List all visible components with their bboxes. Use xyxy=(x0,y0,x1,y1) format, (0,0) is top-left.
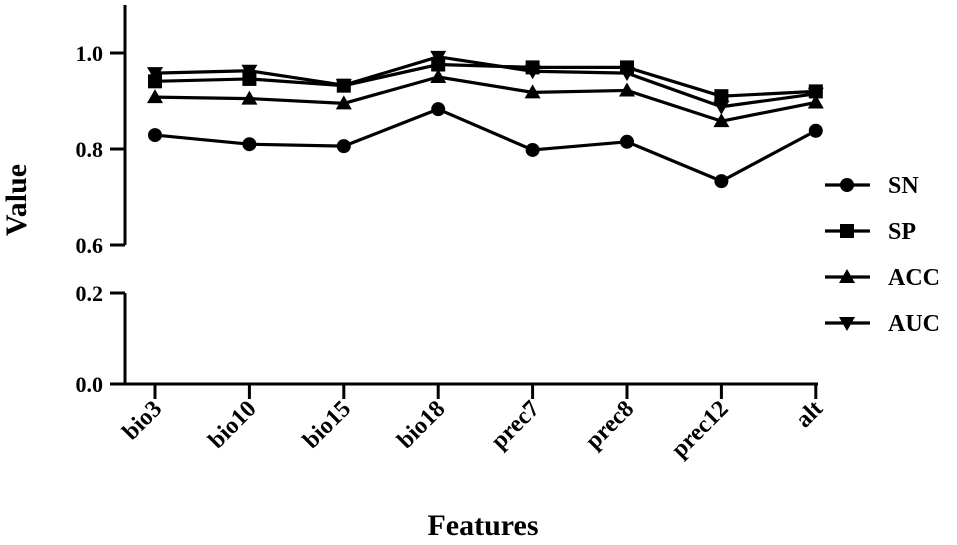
data-point-auc xyxy=(335,79,352,94)
series-line-acc xyxy=(154,75,817,123)
legend: SN SP ACC AUC xyxy=(825,173,940,337)
data-point-sp xyxy=(242,71,257,86)
x-tick-label: alt xyxy=(791,396,828,433)
data-point-acc xyxy=(430,69,447,83)
series-line-sn xyxy=(154,107,817,183)
y-tick-label-0.2: 0.2 xyxy=(76,281,104,306)
data-point-sn xyxy=(148,128,162,143)
y-ticks: 0.0 0.2 0.6 0.8 1.0 xyxy=(76,41,125,397)
y-tick-label-0.0: 0.0 xyxy=(76,372,104,397)
data-point-auc xyxy=(524,65,541,80)
x-ticks: bio3 bio10 bio15 bio18 prec7 prec8 prec12 alt xyxy=(118,384,828,463)
x-tick-label: bio10 xyxy=(204,396,262,454)
data-point-auc xyxy=(807,87,824,102)
series-line-sp xyxy=(154,62,816,98)
y-tick-label-0.6: 0.6 xyxy=(76,233,104,258)
data-point-sp xyxy=(148,74,162,89)
x-tick-label: bio3 xyxy=(118,396,168,446)
x-tick-label: prec8 xyxy=(581,396,640,455)
data-point-sn xyxy=(431,102,446,117)
data-point-sn xyxy=(525,142,540,157)
y-tick-label-1.0: 1.0 xyxy=(76,41,104,66)
x-tick-label: bio18 xyxy=(392,396,450,454)
data-point-auc xyxy=(619,67,635,82)
data-point-acc xyxy=(335,95,352,110)
data-point-sn xyxy=(808,123,823,138)
data-point-sp xyxy=(714,89,729,104)
y-tick-label-0.8: 0.8 xyxy=(76,137,104,162)
legend-label-sp: SP xyxy=(888,219,916,245)
data-point-acc xyxy=(524,84,541,99)
legend-label-auc: AUC xyxy=(888,311,940,337)
legend-label-acc: ACC xyxy=(888,265,940,291)
legend-marker-acc xyxy=(839,269,855,283)
x-axis-title: Features xyxy=(427,509,538,542)
x-tick-label: prec7 xyxy=(486,396,545,455)
x-tick-label: bio15 xyxy=(298,396,356,454)
series-group xyxy=(147,50,824,189)
legend-marker-sp xyxy=(840,224,854,238)
data-point-sn xyxy=(242,137,257,152)
data-point-auc xyxy=(241,64,258,79)
data-point-sn xyxy=(620,134,634,149)
legend-marker-sn xyxy=(840,178,854,192)
data-point-sn xyxy=(714,174,729,189)
data-point-acc xyxy=(147,89,163,104)
series-line-auc xyxy=(154,55,817,109)
data-point-acc xyxy=(619,82,635,97)
y-axis-title: Value xyxy=(0,164,33,236)
data-point-acc xyxy=(713,113,730,128)
data-point-auc xyxy=(430,50,447,65)
data-point-auc xyxy=(147,67,163,82)
data-point-acc xyxy=(241,90,258,105)
data-point-sn xyxy=(336,139,351,154)
legend-marker-auc xyxy=(839,317,855,331)
x-tick-label: prec12 xyxy=(667,396,734,463)
data-point-auc xyxy=(713,100,730,115)
legend-label-sn: SN xyxy=(888,173,919,199)
